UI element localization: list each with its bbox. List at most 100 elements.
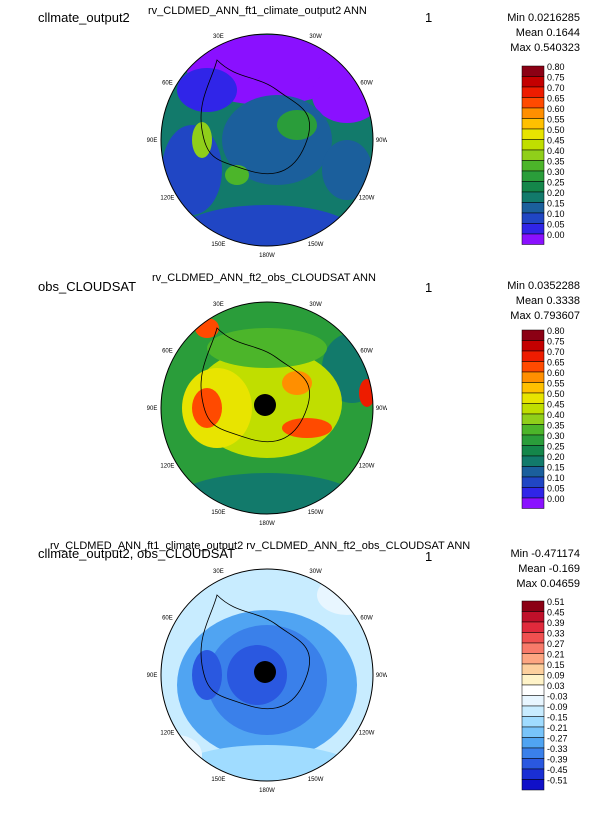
colorbar-swatch (521, 350, 545, 362)
colorbar-swatch (521, 466, 545, 478)
colorbar-swatch (521, 382, 545, 394)
panel-stats: Min 0.0216285 Mean 0.1644 Max 0.540323 (440, 11, 580, 56)
lon-label: 90E (147, 673, 157, 679)
colorbar-swatch (521, 621, 545, 633)
lon-label: 90W (376, 138, 387, 144)
contour-region (161, 735, 202, 775)
colorbar-label: 0.15 (547, 199, 565, 209)
lon-label: 30E (213, 302, 224, 308)
contour-region (182, 205, 352, 246)
pole-mask (254, 394, 276, 416)
colorbar-label: 0.09 (547, 671, 565, 681)
colorbar-label: 0.25 (547, 442, 565, 452)
contour-region (162, 125, 222, 215)
colorbar-label: -0.21 (547, 723, 568, 733)
colorbar-label: 0.25 (547, 178, 565, 188)
colorbar-swatch (521, 107, 545, 119)
contour-region (207, 328, 327, 368)
stat-mean: Mean 0.3338 (515, 295, 580, 307)
colorbar-label: 0.65 (547, 94, 565, 104)
map-outline (160, 301, 374, 515)
colorbar-swatch (521, 392, 545, 404)
colorbar-swatch (521, 65, 545, 77)
colorbar-label: 0.30 (547, 167, 565, 177)
colorbar-swatch (521, 497, 545, 509)
coastline (200, 594, 310, 709)
lon-label: 120E (160, 196, 174, 202)
lon-label: 120W (359, 464, 375, 470)
lon-label: 60W (360, 349, 373, 355)
panel-center-title: rv_CLDMED_ANN_ft2_obs_CLOUDSAT ANN (152, 272, 376, 284)
colorbar-swatch (521, 600, 545, 612)
lon-label: 60E (162, 616, 173, 622)
lon-label: 60W (360, 81, 373, 87)
colorbar-label: 0.40 (547, 410, 565, 420)
colorbar-swatch (521, 191, 545, 203)
colorbar-swatch (521, 413, 545, 425)
lon-label: 150W (308, 242, 324, 248)
contour-region (192, 650, 222, 700)
panel-left-title: cllmate_output2, obs_CLOUDSAT (38, 546, 236, 561)
colorbar-swatch (521, 705, 545, 717)
colorbar-label: 0.80 (547, 326, 565, 336)
panel-right-title: 1 (425, 280, 433, 295)
lon-label: 120W (359, 196, 375, 202)
colorbar-swatch (521, 97, 545, 109)
pole-mask (254, 661, 276, 683)
colorbar-swatch (521, 223, 545, 235)
lon-label: 30E (213, 569, 224, 575)
colorbar-label: 0.05 (547, 484, 565, 494)
colorbar-label: 0.20 (547, 452, 565, 462)
colorbar-label: -0.33 (547, 744, 568, 754)
panel-difference: cllmate_output2, obs_CLOUDSAT rv_CLDMED_… (0, 540, 606, 810)
colorbar-label: -0.03 (547, 692, 568, 702)
panel-stats: Min 0.0352288 Mean 0.3338 Max 0.793607 (440, 279, 580, 324)
lon-label: 90W (376, 406, 387, 412)
colorbar-label: -0.15 (547, 713, 568, 723)
colorbar: 0.510.450.390.330.270.210.150.090.03-0.0… (521, 597, 568, 791)
colorbar-swatch (521, 149, 545, 161)
contour-region (177, 68, 237, 112)
polar-map: 30E 30W 60E 60W 90E 90W 120E 120W 150E 150W 180W (147, 301, 387, 527)
colorbar-label: 0.55 (547, 379, 565, 389)
colorbar-label: -0.51 (547, 776, 568, 786)
lon-label: 150E (211, 777, 225, 783)
stat-max: Max 0.793607 (510, 310, 580, 322)
panel-left-title: cllmate_output2 (38, 10, 130, 25)
lon-label: 30E (213, 34, 224, 40)
colorbar: 0.800.750.700.650.600.550.500.450.400.35… (521, 62, 565, 245)
contour-region (317, 575, 373, 615)
colorbar-swatch (521, 424, 545, 436)
colorbar-label: 0.45 (547, 608, 565, 618)
lon-label: 180W (259, 788, 275, 794)
stat-max: Max 0.540323 (510, 42, 580, 54)
colorbar-label: 0.75 (547, 73, 565, 83)
colorbar-label: 0.00 (547, 230, 565, 240)
lon-label: 180W (259, 253, 275, 259)
colorbar-swatch (521, 160, 545, 172)
colorbar-swatch (521, 663, 545, 675)
colorbar: 0.800.750.700.650.600.550.500.450.400.35… (521, 326, 565, 509)
stat-mean: Mean -0.169 (518, 563, 580, 575)
colorbar-swatch (521, 181, 545, 193)
stat-min: Min 0.0216285 (507, 12, 580, 24)
coastline (200, 59, 310, 174)
colorbar-label: 0.33 (547, 629, 565, 639)
panel-model: cllmate_output2 rv_CLDMED_ANN_ft1_climat… (0, 0, 606, 270)
colorbar-label: 0.03 (547, 681, 565, 691)
colorbar-swatch (521, 128, 545, 140)
stat-max: Max 0.04659 (516, 578, 580, 590)
colorbar-label: 0.05 (547, 220, 565, 230)
contour-region (172, 473, 362, 514)
colorbar-label: 0.50 (547, 125, 565, 135)
contour-region (225, 165, 249, 185)
colorbar-label: 0.15 (547, 463, 565, 473)
colorbar-label: -0.09 (547, 702, 568, 712)
colorbar-label: 0.45 (547, 400, 565, 410)
lon-label: 150W (308, 777, 324, 783)
colorbar-swatch (521, 86, 545, 98)
colorbar-swatch (521, 632, 545, 644)
colorbar-swatch (521, 779, 545, 791)
colorbar-swatch (521, 684, 545, 696)
colorbar-swatch (521, 170, 545, 182)
